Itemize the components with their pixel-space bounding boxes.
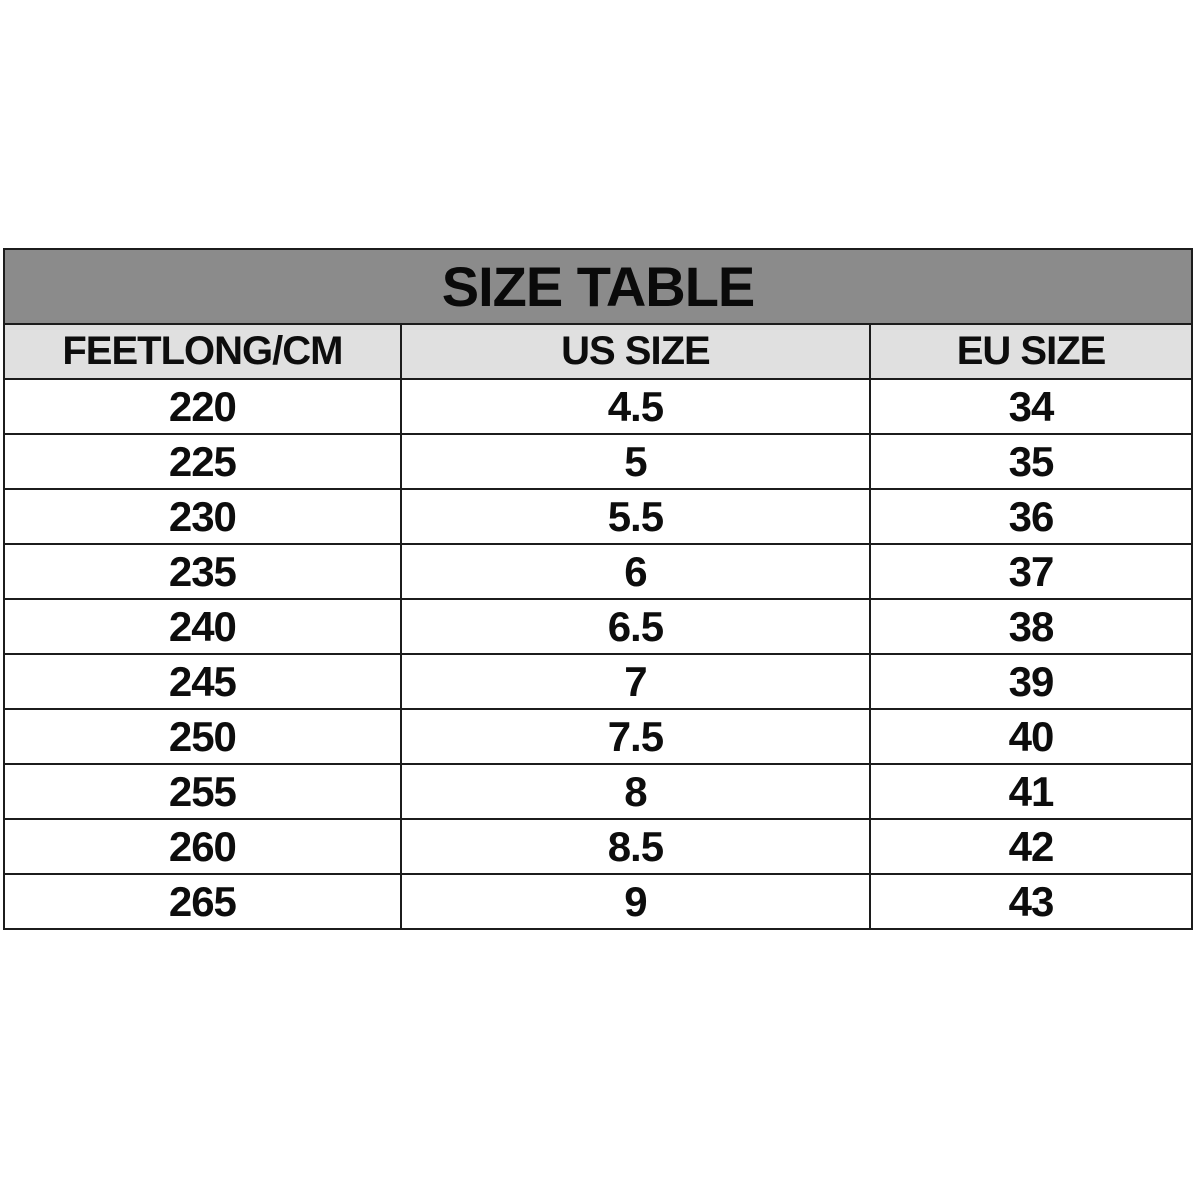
size-table-body: 220 4.5 34 225 5 35 230 5.5 36 235 6 37 240 6.5 38 245 7…	[3, 378, 1193, 930]
table-cell: 230	[3, 488, 402, 545]
table-cell: 34	[869, 378, 1193, 435]
table-cell: 5.5	[399, 488, 872, 545]
table-cell: 265	[3, 873, 402, 930]
table-row: 240 6.5 38	[3, 598, 1193, 655]
table-cell: 6.5	[399, 598, 872, 655]
table-cell: 4.5	[399, 378, 872, 435]
table-cell: 36	[869, 488, 1193, 545]
table-row: 225 5 35	[3, 433, 1193, 490]
table-cell: 41	[869, 763, 1193, 820]
table-title: SIZE TABLE	[3, 248, 1193, 325]
table-cell: 9	[399, 873, 872, 930]
table-cell: 6	[399, 543, 872, 600]
table-cell: 220	[3, 378, 402, 435]
column-header-eu-size: EU SIZE	[869, 323, 1193, 380]
table-row: 250 7.5 40	[3, 708, 1193, 765]
table-cell: 39	[869, 653, 1193, 710]
table-cell: 260	[3, 818, 402, 875]
column-header-row: FEETLONG/CM US SIZE EU SIZE	[3, 323, 1193, 380]
size-conversion-table: SIZE TABLE FEETLONG/CM US SIZE EU SIZE 2…	[3, 248, 1193, 930]
table-row: 255 8 41	[3, 763, 1193, 820]
table-row: 265 9 43	[3, 873, 1193, 930]
table-cell: 255	[3, 763, 402, 820]
column-header-feetlong-cm: FEETLONG/CM	[3, 323, 402, 380]
table-cell: 42	[869, 818, 1193, 875]
table-cell: 235	[3, 543, 402, 600]
table-row: 220 4.5 34	[3, 378, 1193, 435]
table-cell: 7.5	[399, 708, 872, 765]
table-row: 245 7 39	[3, 653, 1193, 710]
table-cell: 240	[3, 598, 402, 655]
table-row: 230 5.5 36	[3, 488, 1193, 545]
column-header-us-size: US SIZE	[399, 323, 872, 380]
table-cell: 5	[399, 433, 872, 490]
table-cell: 35	[869, 433, 1193, 490]
size-table: SIZE TABLE FEETLONG/CM US SIZE EU SIZE 2…	[3, 248, 1193, 930]
table-cell: 250	[3, 708, 402, 765]
table-row: 260 8.5 42	[3, 818, 1193, 875]
table-cell: 8.5	[399, 818, 872, 875]
table-cell: 38	[869, 598, 1193, 655]
table-cell: 8	[399, 763, 872, 820]
title-row: SIZE TABLE	[3, 248, 1193, 325]
table-cell: 43	[869, 873, 1193, 930]
table-cell: 40	[869, 708, 1193, 765]
table-cell: 225	[3, 433, 402, 490]
table-row: 235 6 37	[3, 543, 1193, 600]
table-cell: 7	[399, 653, 872, 710]
table-cell: 245	[3, 653, 402, 710]
table-cell: 37	[869, 543, 1193, 600]
